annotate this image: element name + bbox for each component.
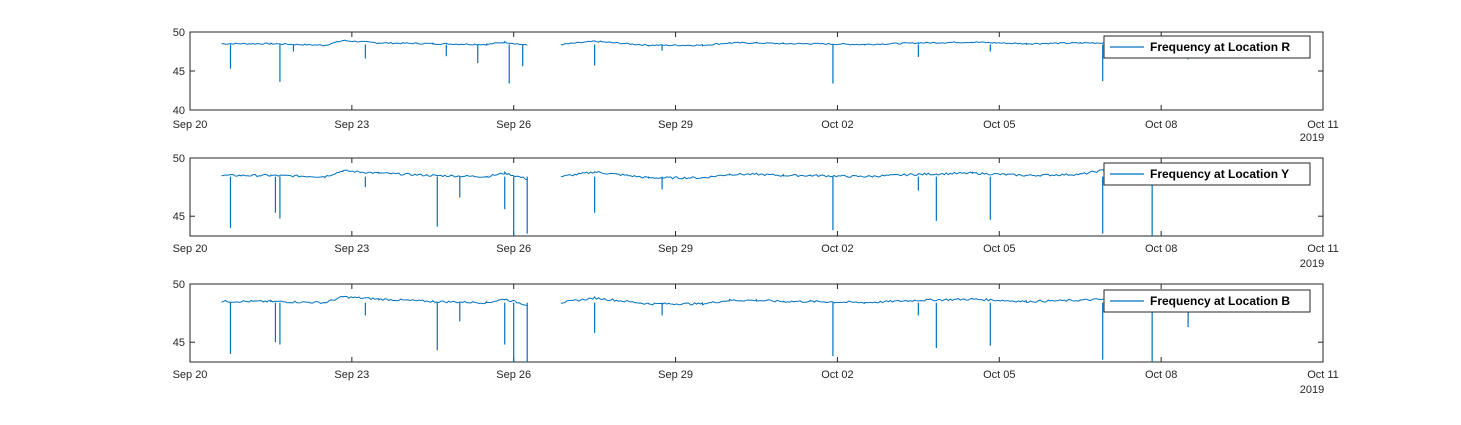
legend-box (1103, 35, 1311, 59)
legend: Frequency at Location B (1103, 289, 1311, 313)
x-tick-label: Oct 11 (1307, 369, 1339, 381)
legend-label: Frequency at Location B (1150, 294, 1290, 308)
x-tick-label: Oct 08 (1145, 243, 1177, 255)
x-tick-label: Oct 02 (821, 369, 853, 381)
x-year-label: 2019 (1300, 132, 1324, 144)
y-tick-label: 45 (173, 211, 185, 223)
x-year-label: 2019 (1300, 258, 1324, 270)
x-tick-label: Sep 26 (496, 119, 531, 131)
x-tick-label: Sep 23 (334, 119, 369, 131)
series-line (221, 168, 1189, 181)
x-tick-label: Sep 26 (496, 243, 531, 255)
y-tick-label: 50 (173, 279, 185, 291)
x-tick-label: Oct 05 (983, 119, 1015, 131)
legend-box (1103, 162, 1311, 186)
x-tick-label: Oct 08 (1145, 369, 1177, 381)
subplot-3: Sep 20 Sep 23 Sep 26 Sep 29 Oct 02 Oct 05 Oct … (173, 279, 1339, 396)
legend: Frequency at Location R (1103, 35, 1311, 59)
x-tick-label: Sep 20 (173, 119, 208, 131)
x-tick-label: Sep 29 (658, 243, 693, 255)
legend-box (1103, 289, 1311, 313)
x-tick-label: Sep 29 (658, 119, 693, 131)
legend: Frequency at Location Y (1103, 162, 1311, 186)
legend-label: Frequency at Location R (1150, 40, 1290, 54)
legend-label: Frequency at Location Y (1150, 167, 1289, 181)
series-line (221, 295, 1189, 307)
x-tick-label: Sep 26 (496, 369, 531, 381)
x-tick-label: Sep 20 (173, 369, 208, 381)
subplot-2: Sep 20 Sep 23 Sep 26 Sep 29 Oct 02 Oct 05 Oct … (173, 153, 1339, 270)
y-tick-label: 50 (173, 27, 185, 39)
y-tick-label: 45 (173, 337, 185, 349)
x-tick-label: Sep 20 (173, 243, 208, 255)
x-year-label: 2019 (1300, 384, 1324, 396)
x-tick-label: Oct 11 (1307, 119, 1339, 131)
x-tick-label: Oct 02 (821, 243, 853, 255)
subplot-1: Sep 20 Sep 23 Sep 26 Sep 29 Oct 02 Oct 05 Oct … (173, 27, 1339, 144)
x-tick-label: Oct 08 (1145, 119, 1177, 131)
x-tick-label: Oct 05 (983, 369, 1015, 381)
x-tick-label: Sep 29 (658, 369, 693, 381)
x-tick-label: Oct 05 (983, 243, 1015, 255)
y-tick-label: 45 (173, 66, 185, 78)
y-tick-label: 40 (173, 105, 185, 117)
x-tick-label: Sep 23 (334, 243, 369, 255)
x-tick-label: Oct 02 (821, 119, 853, 131)
y-tick-label: 50 (173, 153, 185, 165)
x-tick-label: Oct 11 (1307, 243, 1339, 255)
x-tick-label: Sep 23 (334, 369, 369, 381)
